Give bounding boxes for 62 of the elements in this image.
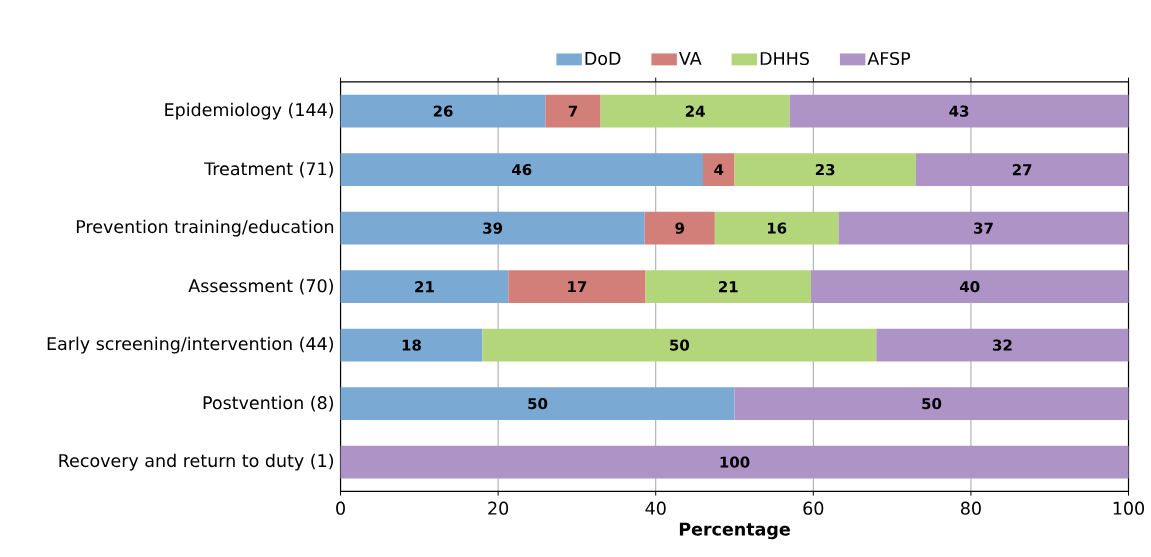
data-label: 17 — [568, 281, 587, 292]
y-tick-label: Assessment (70) — [188, 278, 333, 295]
x-tick-label: 20 — [488, 501, 509, 515]
bar — [838, 211, 1129, 245]
data-label: 50 — [528, 397, 548, 410]
data-label: 16 — [767, 222, 787, 234]
y-tick-label: Epidemiology (144) — [165, 102, 334, 120]
bar — [789, 94, 1129, 128]
data-label: 21 — [718, 280, 738, 293]
legend-label: DHHS — [760, 51, 809, 65]
bar — [508, 270, 646, 303]
y-tick-label: Prevention training/education — [76, 219, 334, 237]
bar — [482, 328, 877, 362]
bar — [340, 153, 704, 186]
bar — [600, 94, 790, 128]
bar — [340, 270, 509, 303]
x-tick-label: 100 — [1113, 501, 1145, 515]
x-tick-label: 40 — [645, 501, 666, 515]
bar — [810, 270, 1129, 303]
data-label: 21 — [415, 280, 434, 293]
data-label: 32 — [993, 339, 1012, 351]
legend-label: VA — [679, 51, 702, 65]
data-label: 39 — [483, 222, 503, 234]
bar — [340, 211, 645, 245]
bar — [644, 211, 715, 245]
bar — [734, 153, 916, 186]
bar — [645, 270, 811, 303]
bar — [340, 387, 735, 420]
bar — [340, 445, 1129, 479]
bar — [915, 153, 1129, 186]
bar — [340, 328, 483, 362]
data-label: 7 — [568, 105, 578, 117]
legend-label: AFSP — [867, 51, 911, 65]
data-label: 23 — [815, 163, 835, 176]
x-axis-title: Percentage — [679, 522, 790, 540]
x-tick-label: 80 — [960, 501, 981, 515]
data-label: 37 — [974, 222, 993, 234]
data-label: 50 — [922, 397, 942, 410]
x-tick-label: 0 — [336, 501, 345, 515]
y-tick-label: Recovery and return to duty (1) — [59, 453, 334, 471]
data-label: 43 — [949, 105, 969, 117]
bar — [714, 211, 839, 245]
bar — [876, 328, 1129, 362]
legend-label: DoD — [585, 51, 621, 65]
data-label: 50 — [670, 339, 690, 351]
data-label: 40 — [959, 280, 980, 293]
bar — [703, 153, 735, 186]
y-tick-label: Early screening/intervention (44) — [47, 336, 334, 354]
data-label: 4 — [714, 164, 724, 175]
y-tick-label: Treatment (71) — [204, 161, 333, 178]
bar — [340, 94, 546, 128]
data-label: 18 — [402, 339, 421, 351]
bar — [545, 94, 601, 128]
data-label: 26 — [433, 105, 453, 117]
data-label: 24 — [685, 105, 705, 117]
data-label: 27 — [1012, 163, 1032, 176]
bar — [734, 387, 1129, 420]
data-label: 100 — [720, 456, 750, 468]
data-label: 46 — [512, 163, 532, 176]
y-tick-label: Postvention (8) — [203, 395, 334, 412]
data-label: 9 — [675, 222, 685, 234]
x-tick-label: 60 — [803, 501, 824, 515]
